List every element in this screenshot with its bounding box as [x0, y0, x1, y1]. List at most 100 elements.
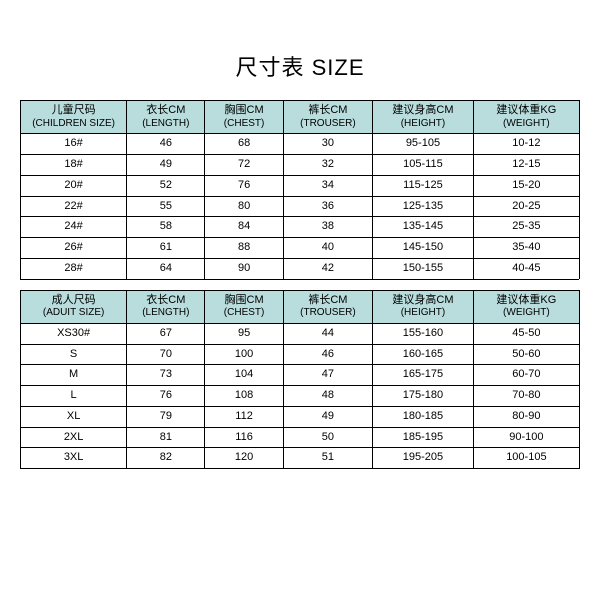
children-header-row: 儿童尺码(CHILDREN SIZE) 衣长CM(LENGTH) 胸围CM(CH…: [21, 101, 580, 134]
cell: 52: [127, 175, 205, 196]
children-size-table: 儿童尺码(CHILDREN SIZE) 衣长CM(LENGTH) 胸围CM(CH…: [20, 100, 580, 280]
cell: L: [21, 386, 127, 407]
col-height: 建议身高CM(HEIGHT): [373, 290, 474, 323]
spacer-row: [21, 279, 580, 290]
cell: 115-125: [373, 175, 474, 196]
cell: 105-115: [373, 155, 474, 176]
cell: 30: [283, 134, 372, 155]
cell: 100-105: [473, 448, 579, 469]
table-row: 20#527634115-12515-20: [21, 175, 580, 196]
col-children-size: 儿童尺码(CHILDREN SIZE): [21, 101, 127, 134]
cell: 68: [205, 134, 283, 155]
cell: 22#: [21, 196, 127, 217]
col-length: 衣长CM(LENGTH): [127, 101, 205, 134]
cell: 36: [283, 196, 372, 217]
table-row: 16#46683095-10510-12: [21, 134, 580, 155]
col-trouser: 裤长CM(TROUSER): [283, 290, 372, 323]
cell: 80-90: [473, 406, 579, 427]
cell: 46: [283, 344, 372, 365]
cell: M: [21, 365, 127, 386]
cell: 180-185: [373, 406, 474, 427]
cell: 50-60: [473, 344, 579, 365]
cell: 90: [205, 258, 283, 279]
cell: 70: [127, 344, 205, 365]
cell: 120: [205, 448, 283, 469]
cell: 145-150: [373, 238, 474, 259]
cell: XS30#: [21, 323, 127, 344]
cell: 20#: [21, 175, 127, 196]
col-chest: 胸围CM(CHEST): [205, 290, 283, 323]
cell: 51: [283, 448, 372, 469]
table-row: L7610848175-18070-80: [21, 386, 580, 407]
cell: 28#: [21, 258, 127, 279]
cell: 25-35: [473, 217, 579, 238]
cell: 81: [127, 427, 205, 448]
col-chest: 胸围CM(CHEST): [205, 101, 283, 134]
cell: 10-12: [473, 134, 579, 155]
adult-size-table: 成人尺码(ADUIT SIZE) 衣长CM(LENGTH) 胸围CM(CHEST…: [20, 290, 580, 470]
col-height: 建议身高CM(HEIGHT): [373, 101, 474, 134]
adult-header-row: 成人尺码(ADUIT SIZE) 衣长CM(LENGTH) 胸围CM(CHEST…: [21, 290, 580, 323]
cell: 112: [205, 406, 283, 427]
cell: 45-50: [473, 323, 579, 344]
cell: 150-155: [373, 258, 474, 279]
cell: 100: [205, 344, 283, 365]
cell: 125-135: [373, 196, 474, 217]
cell: 72: [205, 155, 283, 176]
table-row: 28#649042150-15540-45: [21, 258, 580, 279]
cell: 95: [205, 323, 283, 344]
table-row: XS30#679544155-16045-50: [21, 323, 580, 344]
cell: 12-15: [473, 155, 579, 176]
col-adult-size: 成人尺码(ADUIT SIZE): [21, 290, 127, 323]
cell: XL: [21, 406, 127, 427]
cell: 58: [127, 217, 205, 238]
cell: 55: [127, 196, 205, 217]
cell: 46: [127, 134, 205, 155]
col-weight: 建议体重KG(WEIGHT): [473, 101, 579, 134]
cell: 26#: [21, 238, 127, 259]
cell: 108: [205, 386, 283, 407]
cell: 2XL: [21, 427, 127, 448]
table-row: 24#588438135-14525-35: [21, 217, 580, 238]
cell: 76: [205, 175, 283, 196]
col-weight: 建议体重KG(WEIGHT): [473, 290, 579, 323]
cell: 165-175: [373, 365, 474, 386]
size-chart: 尺寸表 SIZE 儿童尺码(CHILDREN SIZE) 衣长CM(LENGTH…: [20, 50, 580, 469]
cell: 47: [283, 365, 372, 386]
cell: 70-80: [473, 386, 579, 407]
cell: 42: [283, 258, 372, 279]
cell: 60-70: [473, 365, 579, 386]
table-row: S7010046160-16550-60: [21, 344, 580, 365]
cell: 160-165: [373, 344, 474, 365]
cell: 76: [127, 386, 205, 407]
cell: 79: [127, 406, 205, 427]
cell: 50: [283, 427, 372, 448]
cell: 18#: [21, 155, 127, 176]
cell: 35-40: [473, 238, 579, 259]
cell: 40: [283, 238, 372, 259]
cell: 61: [127, 238, 205, 259]
table-row: M7310447165-17560-70: [21, 365, 580, 386]
table-row: 26#618840145-15035-40: [21, 238, 580, 259]
cell: 40-45: [473, 258, 579, 279]
col-trouser: 裤长CM(TROUSER): [283, 101, 372, 134]
cell: 73: [127, 365, 205, 386]
cell: 34: [283, 175, 372, 196]
table-row: XL7911249180-18580-90: [21, 406, 580, 427]
cell: 80: [205, 196, 283, 217]
cell: S: [21, 344, 127, 365]
cell: 84: [205, 217, 283, 238]
cell: 175-180: [373, 386, 474, 407]
cell: 44: [283, 323, 372, 344]
table-row: 3XL8212051195-205100-105: [21, 448, 580, 469]
cell: 195-205: [373, 448, 474, 469]
cell: 116: [205, 427, 283, 448]
cell: 32: [283, 155, 372, 176]
cell: 155-160: [373, 323, 474, 344]
cell: 48: [283, 386, 372, 407]
cell: 88: [205, 238, 283, 259]
cell: 38: [283, 217, 372, 238]
cell: 3XL: [21, 448, 127, 469]
cell: 104: [205, 365, 283, 386]
cell: 24#: [21, 217, 127, 238]
